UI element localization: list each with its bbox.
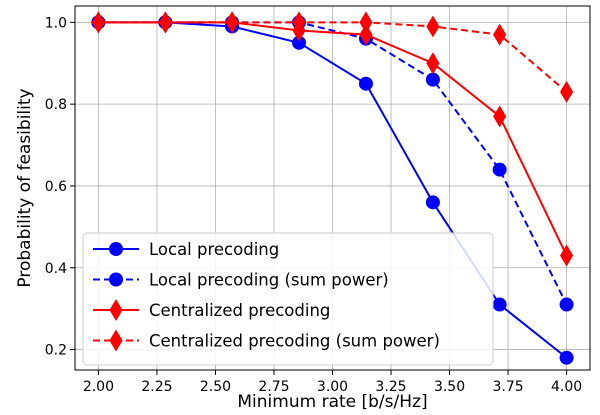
data-point xyxy=(426,52,440,75)
data-point xyxy=(559,350,574,365)
data-point xyxy=(492,297,507,312)
series-4-line xyxy=(98,21,568,93)
data-point xyxy=(425,72,440,87)
x-tick-label: 2.75 xyxy=(258,379,289,395)
x-tick-label: 3.50 xyxy=(434,379,465,395)
legend-marker xyxy=(109,242,123,256)
data-point xyxy=(359,11,373,34)
data-point xyxy=(359,23,373,46)
data-point xyxy=(492,162,507,177)
data-point xyxy=(292,11,306,34)
y-tick-label: 0.4 xyxy=(45,261,67,277)
x-axis-label: Minimum rate [b/s/Hz] xyxy=(237,392,427,412)
legend-entry: Local precoding (sum power) xyxy=(149,271,389,290)
data-point xyxy=(225,11,239,34)
legend-entry: Local precoding xyxy=(149,240,279,259)
x-tick-label: 2.50 xyxy=(200,379,231,395)
data-point xyxy=(158,11,172,34)
legend-entry: Centralized precoding (sum power) xyxy=(149,332,440,351)
x-tick-label: 3.00 xyxy=(317,379,348,395)
legend-box xyxy=(82,232,494,366)
data-point xyxy=(426,15,440,38)
y-tick-label: 0.6 xyxy=(45,179,67,195)
ticks: 2.00 2.25 2.50 2.75 3.00 3.25 3.50 3.75 4.00 0.2 0… xyxy=(45,15,582,395)
data-point xyxy=(493,105,507,128)
data-point xyxy=(493,23,507,46)
legend-marker xyxy=(109,299,123,321)
legend-entry: Centralized precoding xyxy=(149,301,330,320)
legend-marker xyxy=(109,329,123,352)
data-point xyxy=(559,297,574,312)
data-point xyxy=(91,11,105,34)
series-4 xyxy=(91,11,574,103)
data-point xyxy=(425,195,440,210)
data-point xyxy=(358,76,373,91)
y-tick-label: 1.0 xyxy=(45,15,67,31)
y-axis-label: Probability of feasibility xyxy=(15,88,35,287)
x-tick-label: 4.00 xyxy=(551,379,582,395)
x-tick-label: 2.00 xyxy=(83,379,114,395)
data-point xyxy=(560,244,574,267)
x-tick-label: 2.25 xyxy=(141,379,172,395)
legend-marker xyxy=(109,272,123,287)
data-point xyxy=(560,80,574,103)
x-tick-label: 3.75 xyxy=(492,379,523,395)
x-tick-label: 3.25 xyxy=(375,379,406,395)
y-tick-label: 0.2 xyxy=(45,343,67,359)
legend: Local precoding Local precoding (sum powe… xyxy=(82,232,494,366)
y-tick-label: 0.8 xyxy=(45,97,67,113)
